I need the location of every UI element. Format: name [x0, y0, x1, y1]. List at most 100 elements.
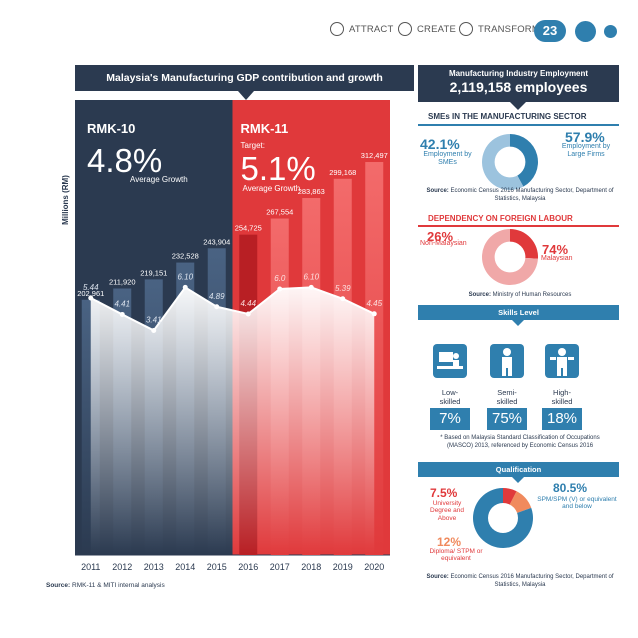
- divider: [418, 225, 619, 227]
- nav-create[interactable]: CREATE: [417, 24, 457, 35]
- growth-point: [245, 311, 251, 317]
- desk-worker-icon: [433, 344, 467, 378]
- employment-pointer: [510, 102, 526, 110]
- bar-value-label: 267,554: [266, 208, 293, 217]
- x-tick-label: 2017: [270, 562, 290, 572]
- growth-label: 4.44: [240, 299, 256, 308]
- qualification-header: Qualification: [418, 462, 619, 477]
- bar-value-label: 299,168: [329, 168, 356, 177]
- growth-label: 6.0: [274, 274, 286, 283]
- smes-source: Source: Economic Census 2016 Manufacturi…: [426, 188, 614, 202]
- qual-spm-pct: 80.5%: [553, 481, 588, 495]
- growth-point: [371, 311, 377, 317]
- top-nav: ATTRACT CREATE TRANSFORM 23: [320, 20, 620, 44]
- growth-point: [119, 311, 125, 317]
- skills-note: * Based on Malaysia Standard Classificat…: [440, 435, 600, 449]
- growth-line: [90, 286, 375, 332]
- donut-hole: [494, 146, 526, 178]
- foreign-donut: [482, 229, 538, 285]
- growth-point: [182, 284, 188, 290]
- rmk11-growth-label: Average Growth: [243, 184, 301, 193]
- decor-dot: [575, 21, 596, 42]
- smes-donut: [482, 134, 538, 190]
- x-tick-label: 2012: [112, 562, 132, 572]
- wrench-icon[interactable]: [398, 22, 412, 36]
- skill-semi-label: Semi- skilled: [496, 388, 518, 406]
- bar-value-label: 283,863: [298, 187, 325, 196]
- x-axis-strip: [75, 555, 390, 577]
- chart-title: Malaysia's Manufacturing GDP contributio…: [75, 65, 414, 91]
- divider: [418, 124, 619, 126]
- nav-transform[interactable]: TRANSFORM: [478, 24, 540, 35]
- nav-attract[interactable]: ATTRACT: [349, 24, 394, 35]
- employment-header: Manufacturing Industry Employment 2,119,…: [418, 65, 619, 102]
- qualification-donut: [473, 488, 533, 548]
- rmk11-target-label: Target:: [241, 141, 265, 150]
- bar-value-label: 243,904: [203, 237, 230, 246]
- foreign-source: Source: Ministry of Human Resources: [468, 292, 572, 298]
- qualification-pointer: [512, 477, 524, 483]
- smes-title: SMEs IN THE MANUFACTURING SECTOR: [428, 112, 587, 121]
- qual-diploma-label: Diploma/ STPM or equivalent: [429, 548, 483, 563]
- skill-high-label: High- skilled: [551, 388, 573, 406]
- skills-pointer: [512, 320, 524, 326]
- x-tick-label: 2020: [364, 562, 384, 572]
- growth-label: 6.10: [177, 272, 193, 281]
- foreign-right-label: Malaysian: [541, 255, 573, 262]
- x-tick-label: 2014: [175, 562, 195, 572]
- rmk10-growth: 4.8%: [87, 142, 162, 179]
- growth-point: [151, 327, 157, 333]
- chart-source: Source: RMK-11 & MITI internal analysis: [46, 582, 165, 589]
- x-tick-label: 2013: [144, 562, 164, 572]
- growth-label: 6.10: [303, 272, 319, 281]
- skills-header: Skills Level: [418, 305, 619, 320]
- foreign-left-label: Non-Malaysian: [420, 240, 467, 247]
- qual-degree-label: University Degree and Above: [430, 500, 464, 522]
- smes-left-pct: 42.1%: [420, 136, 460, 152]
- x-tick-label: 2019: [333, 562, 353, 572]
- decor-dot: [604, 25, 617, 38]
- antenna-icon[interactable]: [330, 22, 344, 36]
- qualification-source: Source: Economic Census 2016 Manufacturi…: [426, 574, 614, 588]
- donut-hole: [488, 503, 518, 533]
- bar-value-label: 232,528: [172, 252, 199, 261]
- employment-total: 2,119,158 employees: [449, 79, 588, 95]
- skill-high-pct: 18%: [542, 408, 582, 430]
- skill-low-label: Low- skilled: [439, 388, 461, 406]
- y-axis-label: Millions (RM): [61, 175, 70, 225]
- bar-value-label: 211,920: [109, 277, 136, 286]
- growth-point: [214, 304, 220, 310]
- rmk10-growth-label: Average Growth: [130, 175, 188, 184]
- rmk11-title: RMK-11: [241, 121, 289, 136]
- rmk10-title: RMK-10: [87, 121, 135, 136]
- growth-point: [277, 286, 283, 292]
- engineer-icon: [545, 344, 579, 378]
- bar-value-label: 254,725: [235, 224, 262, 233]
- smes-right-pct: 57.9%: [565, 129, 605, 145]
- employment-header-label: Manufacturing Industry Employment: [448, 69, 589, 78]
- rmk11-growth: 5.1%: [241, 150, 316, 187]
- growth-label: 3.41: [146, 315, 162, 324]
- chart-title-pointer: [238, 91, 254, 100]
- donut-hole: [494, 241, 526, 273]
- page-number: 23: [534, 20, 566, 42]
- growth-label: 5.39: [335, 284, 351, 293]
- skill-low-pct: 7%: [430, 408, 470, 430]
- qual-diploma-pct: 12%: [437, 535, 462, 549]
- growth-label: 4.45: [366, 299, 382, 308]
- x-tick-label: 2015: [207, 562, 227, 572]
- growth-label: 5.44: [83, 283, 99, 292]
- skill-semi-pct: 75%: [487, 408, 527, 430]
- growth-area: [90, 287, 375, 555]
- growth-point: [308, 284, 314, 290]
- bar-value-label: 312,497: [361, 151, 388, 160]
- gear-icon[interactable]: [459, 22, 473, 36]
- bar-value-label: 219,151: [140, 268, 167, 277]
- smes-left-label: Employment by SMEs: [423, 151, 472, 167]
- foreign-title: DEPENDENCY ON FOREIGN LABOUR: [428, 214, 573, 223]
- growth-label: 4.41: [114, 299, 130, 308]
- x-tick-label: 2016: [238, 562, 258, 572]
- qual-degree-pct: 7.5%: [430, 486, 458, 500]
- worker-icon: [490, 344, 524, 378]
- bar-value-label: 202,961: [77, 289, 104, 298]
